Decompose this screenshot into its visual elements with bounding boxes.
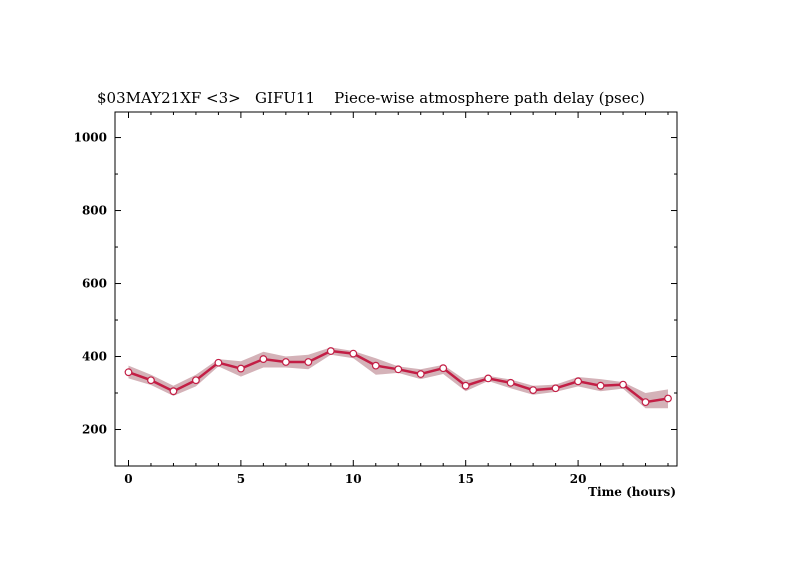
- data-point: [596, 381, 605, 390]
- y-tick-label: 800: [82, 204, 107, 218]
- uncertainty-band: [128, 347, 668, 409]
- data-point: [236, 364, 245, 373]
- data-point: [641, 398, 650, 407]
- chart-title: $03MAY21XF <3> GIFU11 Piece-wise atmosph…: [97, 89, 645, 107]
- series-line-layer: [128, 349, 669, 404]
- x-axis-label: Time (hours): [588, 485, 676, 499]
- data-point: [371, 361, 380, 370]
- x-tick-label: 15: [457, 472, 474, 486]
- plot-frame: [114, 111, 678, 467]
- x-tick-label: 10: [345, 472, 362, 486]
- data-point: [461, 381, 470, 390]
- tick-labels-layer: 0 5 10 15 20 200 400 600 800 1000: [74, 131, 587, 486]
- data-point: [506, 378, 515, 387]
- y-tick-label: 600: [82, 277, 107, 291]
- y-tick-label: 200: [82, 423, 107, 437]
- data-points-layer: [124, 347, 672, 407]
- data-point: [214, 358, 223, 367]
- data-point: [484, 374, 493, 383]
- data-point: [439, 364, 448, 373]
- data-point: [147, 376, 155, 385]
- data-point: [192, 376, 200, 385]
- data-point: [416, 370, 425, 378]
- x-tick-label: 20: [570, 472, 587, 486]
- data-point: [169, 387, 178, 396]
- series-line: [128, 349, 669, 404]
- y-tick-label: 1000: [74, 131, 107, 145]
- uncertainty-band-layer: [128, 347, 668, 409]
- data-point: [304, 358, 313, 366]
- x-tick-label: 0: [124, 472, 132, 486]
- data-point: [574, 377, 582, 386]
- data-point: [551, 384, 560, 393]
- data-point: [124, 368, 133, 377]
- data-point: [664, 394, 672, 403]
- axis-ticks-layer: [115, 112, 677, 466]
- data-point: [619, 380, 627, 389]
- data-point: [281, 358, 290, 366]
- y-tick-label: 400: [82, 350, 107, 364]
- data-point: [394, 365, 403, 374]
- data-point: [349, 349, 358, 358]
- data-point: [326, 347, 335, 355]
- x-tick-label: 5: [237, 472, 245, 486]
- data-point: [259, 355, 268, 363]
- data-point: [529, 386, 538, 394]
